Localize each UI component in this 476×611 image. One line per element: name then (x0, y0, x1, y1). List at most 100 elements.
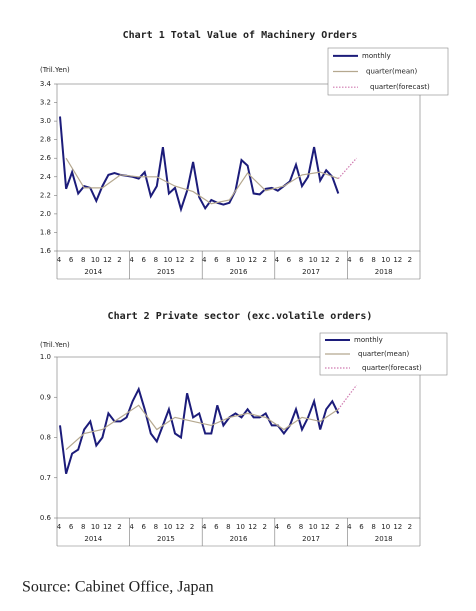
x-tick-label: 12 (176, 256, 185, 264)
plot-frame (56, 83, 421, 252)
x-tick-label: 4 (129, 523, 134, 531)
y-axis-label: (Tril.Yen) (40, 341, 70, 349)
x-tick-label: 4 (275, 523, 280, 531)
x-tick-label: 10 (309, 256, 318, 264)
year-label: 2015 (157, 535, 175, 543)
x-tick-label: 4 (202, 256, 207, 264)
y-axis-label: (Tril.Yen) (40, 66, 70, 74)
y-tick-label: 2.0 (40, 210, 51, 218)
x-tick-label: 2 (335, 523, 339, 531)
x-tick-label: 6 (69, 523, 74, 531)
x-tick-label: 8 (154, 523, 158, 531)
x-tick-label: 2 (117, 256, 121, 264)
x-tick-label: 10 (381, 523, 390, 531)
legend-label: monthly (362, 52, 391, 60)
legend-label: quarter(forecast) (362, 364, 422, 372)
x-tick-label: 12 (393, 256, 402, 264)
x-tick-label: 2 (408, 256, 412, 264)
x-tick-label: 12 (393, 523, 402, 531)
x-tick-label: 8 (226, 523, 230, 531)
series-line (65, 157, 339, 205)
y-tick-label: 2.6 (40, 154, 52, 162)
y-tick-label: 0.7 (40, 474, 51, 482)
y-tick-label: 0.9 (40, 393, 51, 401)
x-tick-label: 10 (381, 256, 390, 264)
x-tick-label: 6 (69, 256, 74, 264)
y-tick-label: 0.6 (40, 514, 52, 522)
x-tick-label: 2 (190, 523, 194, 531)
x-tick-label: 10 (91, 256, 100, 264)
x-tick-label: 2 (117, 523, 121, 531)
x-tick-label: 4 (202, 523, 207, 531)
x-tick-label: 4 (57, 523, 62, 531)
series-line (337, 384, 357, 410)
x-tick-label: 4 (129, 256, 134, 264)
x-tick-label: 2 (335, 256, 339, 264)
chart-title: Chart 2 Private sector (exc.volatile ord… (108, 310, 373, 322)
x-tick-label: 4 (57, 256, 62, 264)
x-tick-label: 12 (248, 256, 257, 264)
x-tick-label: 4 (347, 256, 352, 264)
x-tick-label: 6 (141, 523, 146, 531)
x-tick-label: 8 (81, 523, 85, 531)
x-tick-label: 12 (103, 523, 112, 531)
series-line (65, 404, 339, 451)
x-tick-label: 2 (262, 256, 266, 264)
x-tick-label: 6 (141, 256, 146, 264)
y-tick-label: 2.4 (40, 173, 52, 181)
x-tick-label: 4 (275, 256, 280, 264)
series-line (337, 157, 357, 179)
legend-label: quarter(forecast) (370, 83, 430, 91)
y-tick-label: 2.8 (40, 136, 51, 144)
y-tick-label: 3.0 (40, 117, 51, 125)
legend-label: quarter(mean) (366, 68, 418, 76)
x-tick-label: 6 (287, 256, 292, 264)
year-label: 2015 (157, 268, 175, 276)
year-label: 2016 (230, 535, 248, 543)
y-tick-label: 1.0 (40, 353, 51, 361)
year-label: 2014 (84, 268, 102, 276)
x-tick-label: 12 (321, 256, 330, 264)
x-tick-label: 8 (226, 256, 230, 264)
x-tick-label: 6 (214, 256, 219, 264)
series-line (59, 116, 340, 213)
year-label: 2016 (230, 268, 248, 276)
year-label: 2014 (84, 535, 102, 543)
y-tick-label: 2.2 (40, 191, 51, 199)
x-tick-label: 2 (190, 256, 194, 264)
x-tick-label: 6 (287, 523, 292, 531)
chart-title: Chart 1 Total Value of Machinery Orders (123, 29, 358, 41)
x-tick-label: 10 (163, 256, 172, 264)
x-tick-label: 8 (154, 256, 158, 264)
y-tick-label: 3.4 (40, 80, 52, 88)
x-tick-label: 12 (176, 523, 185, 531)
x-tick-label: 10 (91, 523, 100, 531)
x-tick-label: 12 (248, 523, 257, 531)
x-tick-label: 6 (214, 523, 219, 531)
y-tick-label: 0.8 (40, 434, 51, 442)
y-tick-label: 1.8 (40, 228, 51, 236)
y-tick-label: 3.2 (40, 99, 51, 107)
legend-label: quarter(mean) (358, 350, 410, 358)
x-tick-label: 2 (408, 523, 412, 531)
x-tick-label: 8 (299, 523, 303, 531)
x-tick-label: 6 (359, 256, 364, 264)
year-label: 2018 (375, 535, 393, 543)
year-label: 2017 (302, 268, 320, 276)
series-line (59, 386, 340, 474)
legend-label: monthly (354, 336, 383, 344)
x-tick-label: 10 (309, 523, 318, 531)
x-tick-label: 8 (81, 256, 85, 264)
x-tick-label: 12 (321, 523, 330, 531)
x-tick-label: 2 (262, 523, 266, 531)
x-tick-label: 6 (359, 523, 364, 531)
y-tick-label: 1.6 (40, 247, 52, 255)
year-label: 2017 (302, 535, 320, 543)
x-tick-label: 8 (371, 256, 375, 264)
x-tick-label: 4 (347, 523, 352, 531)
source: Source: Cabinet Office, Japan (22, 579, 214, 596)
year-label: 2018 (375, 268, 393, 276)
plot-frame (56, 356, 421, 519)
x-tick-label: 12 (103, 256, 112, 264)
